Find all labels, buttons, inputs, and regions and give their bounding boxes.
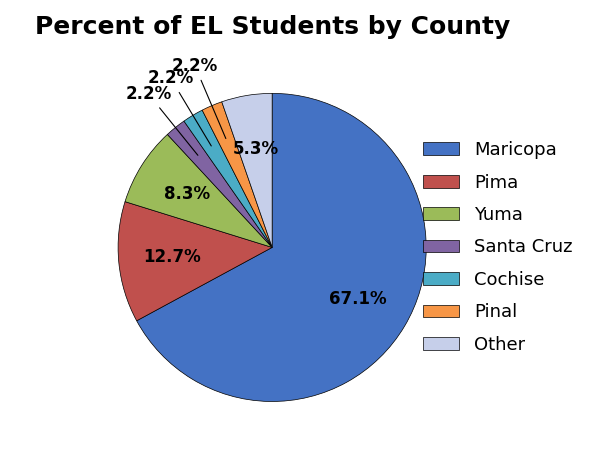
Text: 2.2%: 2.2% [148,69,211,146]
Wedge shape [118,202,272,321]
Wedge shape [184,110,272,248]
Wedge shape [168,121,272,248]
Text: 8.3%: 8.3% [165,185,211,203]
Text: 67.1%: 67.1% [329,290,387,308]
Text: 5.3%: 5.3% [232,140,279,158]
Legend: Maricopa, Pima, Yuma, Santa Cruz, Cochise, Pinal, Other: Maricopa, Pima, Yuma, Santa Cruz, Cochis… [416,134,580,361]
Title: Percent of EL Students by County: Percent of EL Students by County [34,15,510,39]
Text: 2.2%: 2.2% [172,57,226,138]
Wedge shape [202,102,272,248]
Wedge shape [137,93,426,401]
Wedge shape [222,93,272,248]
Text: 12.7%: 12.7% [143,248,201,266]
Text: 2.2%: 2.2% [125,85,198,155]
Wedge shape [125,134,272,248]
